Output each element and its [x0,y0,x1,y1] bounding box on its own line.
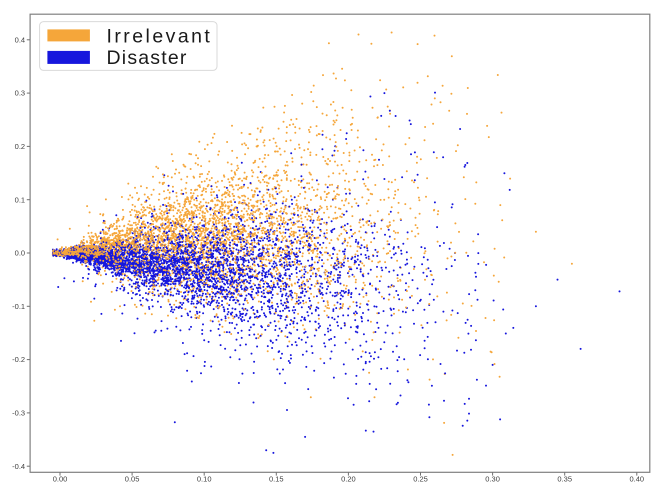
svg-text:-0.1: -0.1 [12,302,25,311]
svg-text:Disaster: Disaster [107,47,188,69]
svg-text:0.1: 0.1 [15,195,25,204]
svg-text:0.05: 0.05 [125,475,140,484]
svg-text:0.40: 0.40 [629,475,644,484]
svg-text:-0.2: -0.2 [12,355,25,364]
svg-text:0.20: 0.20 [341,475,356,484]
svg-text:-0.3: -0.3 [12,409,25,418]
svg-text:0.3: 0.3 [15,89,25,98]
svg-text:0.2: 0.2 [15,142,25,151]
svg-text:0.30: 0.30 [485,475,500,484]
svg-text:0.00: 0.00 [53,475,68,484]
svg-text:0.4: 0.4 [15,35,25,44]
svg-text:0.10: 0.10 [197,475,212,484]
svg-text:Irrelevant: Irrelevant [107,26,213,48]
svg-text:0.35: 0.35 [557,475,572,484]
svg-text:0.0: 0.0 [15,249,25,258]
svg-text:0.15: 0.15 [269,475,284,484]
svg-text:0.25: 0.25 [413,475,428,484]
svg-text:-0.4: -0.4 [12,462,25,471]
